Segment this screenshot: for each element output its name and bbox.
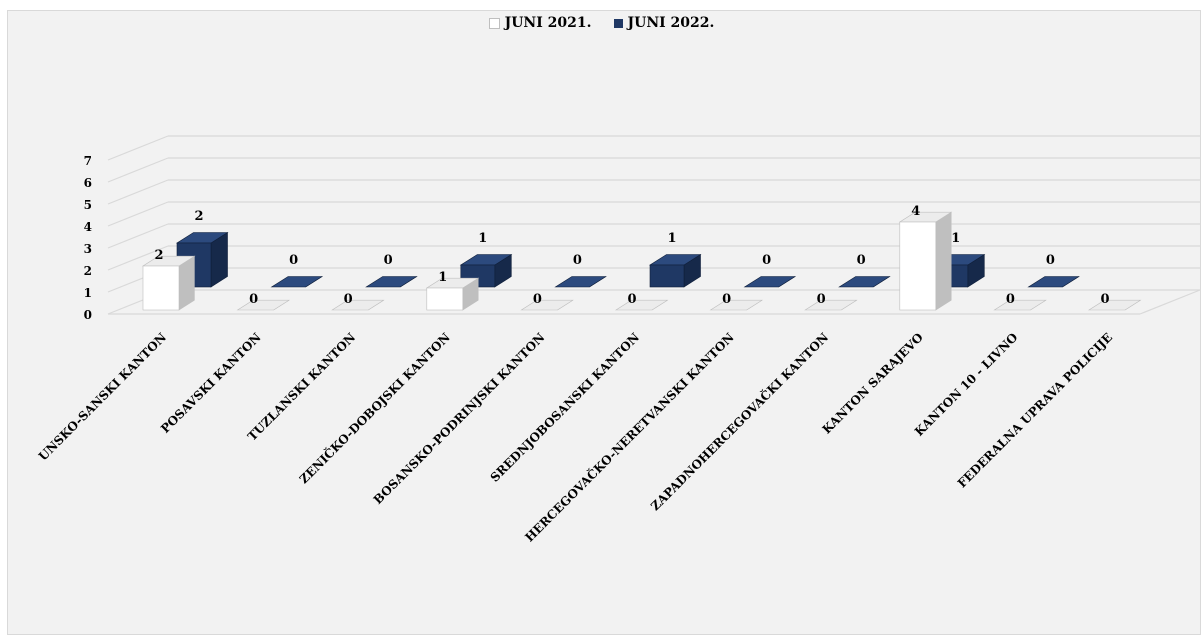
gridline-side (107, 201, 169, 227)
x-tick-label: KANTON 10 - LIVNO (912, 330, 1021, 439)
bar-2021-top (1087, 299, 1142, 311)
data-label-2021: 0 (1006, 292, 1015, 307)
data-label-2022: 0 (1046, 253, 1055, 268)
y-tick-label: 7 (84, 154, 92, 168)
data-label-2022: 0 (857, 253, 866, 268)
x-tick-label: TUZLANSKI KANTON (245, 330, 358, 443)
y-tick-label: 2 (84, 264, 92, 278)
bar-2021-front (142, 265, 180, 311)
y-tick-label: 6 (84, 176, 92, 190)
y-tick-label: 4 (84, 220, 92, 234)
x-tick-label: HERCEGOVAČKO-NERETVANSKI KANTON (521, 329, 737, 545)
bar-2022-top (270, 276, 324, 288)
bar-2022-front (649, 264, 685, 288)
gridline-side (107, 135, 169, 161)
data-label-2021: 0 (817, 292, 826, 307)
bar-2022-top (838, 276, 891, 288)
data-label-2021: 4 (911, 204, 920, 219)
data-label-2022: 1 (951, 231, 960, 246)
bar-2021-top (709, 299, 764, 311)
x-tick-label: BOSANSKO-PODRINJSKI KANTON (371, 330, 548, 507)
bar-2021-top (614, 299, 669, 311)
legend-label-2021: JUNI 2021. (504, 15, 592, 31)
bar-2021-front (899, 221, 937, 311)
y-tick-label: 0 (84, 308, 92, 322)
legend-item-2021: JUNI 2021. (488, 15, 592, 31)
bar-2021-front (426, 287, 464, 311)
data-label-2021: 0 (249, 292, 258, 307)
x-tick-label: SREDNJOBOSANSKI KANTON (488, 330, 643, 485)
data-label-2022: 2 (194, 209, 203, 224)
bar-2022-top (365, 276, 418, 288)
bar-2022-top (743, 276, 797, 288)
data-label-2021: 0 (344, 292, 353, 307)
x-tick-label: UNSKO-SANSKI KANTON (36, 330, 169, 463)
gridline-side (107, 179, 169, 205)
data-label-2022: 1 (478, 231, 487, 246)
x-tick-label: ZENIČKO-DOBOJSKI KANTON (295, 329, 453, 487)
y-tick-label: 3 (84, 242, 92, 256)
data-label-2022: 0 (289, 253, 298, 268)
x-tick-label: FEDERALNA UPRAVA POLICIJE (955, 330, 1115, 490)
legend-swatch-2022 (613, 18, 623, 28)
data-label-2021: 1 (438, 270, 447, 285)
gridline-side (107, 157, 169, 183)
data-label-2021: 0 (722, 292, 731, 307)
chart-legend: JUNI 2021. JUNI 2022. (0, 15, 1203, 31)
legend-item-2022: JUNI 2022. (613, 15, 715, 31)
bar-2021-top (804, 299, 858, 311)
data-label-2021: 2 (154, 248, 163, 263)
x-tick-label: ZAPADNOHERCEGOVAČKI KANTON (647, 329, 832, 514)
data-label-2021: 0 (627, 292, 636, 307)
legend-label-2022: JUNI 2022. (627, 15, 715, 31)
bar-2021-top (331, 299, 385, 311)
gridline-side (107, 245, 169, 271)
bar-2021-top (520, 299, 574, 311)
chart-area (7, 10, 1201, 635)
bar-2021-top (236, 299, 291, 311)
data-label-2021: 0 (533, 292, 542, 307)
data-label-2022: 0 (573, 253, 582, 268)
gridline-side (107, 223, 169, 249)
legend-swatch-2021 (488, 17, 500, 29)
x-tick-label: POSAVSKI KANTON (158, 330, 264, 436)
x-tick-label: KANTON SARAJEVO (820, 330, 926, 436)
data-label-2022: 0 (384, 253, 393, 268)
y-tick-label: 1 (84, 286, 92, 300)
y-tick-label: 5 (84, 198, 92, 212)
data-label-2022: 0 (762, 253, 771, 268)
bar-2021-side (935, 211, 952, 311)
bar-2022-top (1027, 276, 1080, 288)
bar-2021-top (993, 299, 1047, 311)
floor-right-edge (1139, 289, 1201, 315)
bar-2022-top (554, 276, 607, 288)
data-label-2022: 1 (667, 231, 676, 246)
data-label-2021: 0 (1100, 292, 1109, 307)
